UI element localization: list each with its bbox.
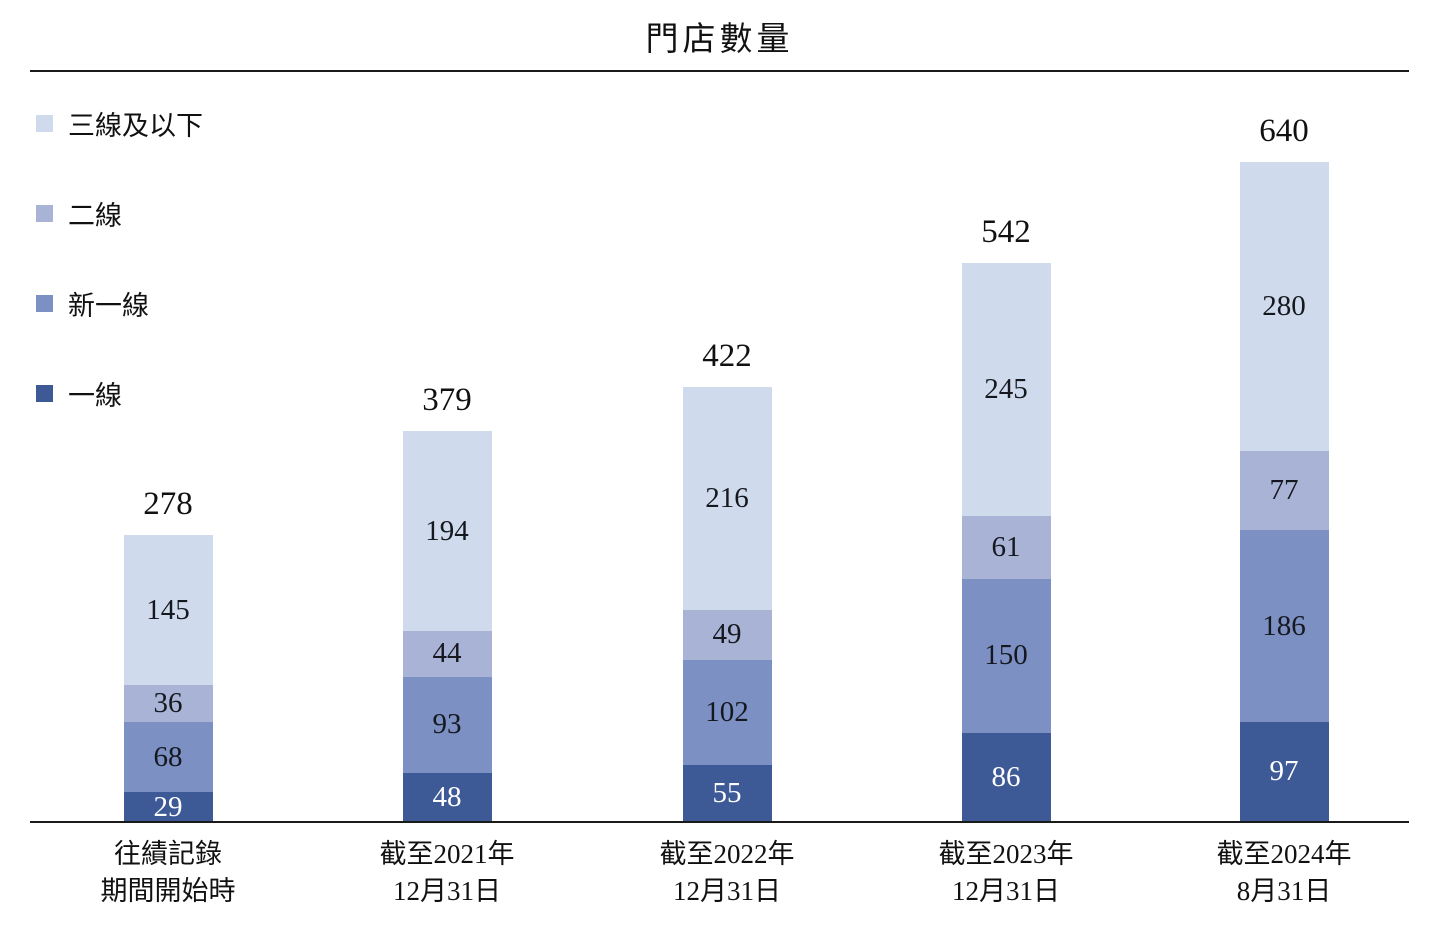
segment-value: 245 xyxy=(984,372,1028,405)
category-label-line: 截至2021年 xyxy=(379,839,515,869)
bar-total: 422 xyxy=(702,337,752,374)
segment-value: 61 xyxy=(991,530,1021,563)
bar-total: 640 xyxy=(1259,113,1309,149)
category-label-line: 12月31日 xyxy=(393,876,501,906)
legend-item: 三線及以下 xyxy=(36,104,203,143)
bar: 86 150 61 245 542 xyxy=(961,214,1051,822)
bar-segment: 216 xyxy=(682,386,772,610)
bar: 97 186 77 280 640 xyxy=(1239,113,1329,822)
bar-segment: 97 xyxy=(1239,721,1329,822)
bar-segment: 150 xyxy=(961,578,1051,734)
segment-value: 280 xyxy=(1262,289,1306,322)
segment-value: 150 xyxy=(984,639,1028,672)
bar: 55 102 49 216 422 xyxy=(682,338,772,822)
top-rule xyxy=(30,70,1409,72)
segment-value: 68 xyxy=(153,740,183,773)
bar-segment: 77 xyxy=(1239,450,1329,531)
legend: 三線及以下二線新一線一線 xyxy=(36,104,203,413)
segment-value: 186 xyxy=(1262,609,1306,642)
category-label: 截至2021年 12月31日 xyxy=(297,836,597,910)
segment-value: 44 xyxy=(432,637,462,670)
category-label: 截至2024年 8月31日 xyxy=(1134,836,1434,910)
chart-title: 門店數量 xyxy=(645,22,794,58)
bar-segment: 93 xyxy=(402,676,492,773)
segment-value: 86 xyxy=(991,761,1021,794)
legend-swatch xyxy=(36,295,53,312)
legend-swatch xyxy=(36,385,53,402)
bar-segment: 48 xyxy=(402,772,492,822)
bar-segment: 145 xyxy=(123,535,213,685)
category-label-line: 期間開始時 xyxy=(100,876,236,906)
bar: 29 68 36 145 278 xyxy=(123,486,213,822)
legend-item: 新一線 xyxy=(36,284,203,323)
segment-value: 97 xyxy=(1269,755,1299,788)
bar-segment: 49 xyxy=(682,609,772,661)
bar-segment: 86 xyxy=(961,733,1051,822)
legend-item: 二線 xyxy=(36,194,203,233)
category-label-line: 12月31日 xyxy=(673,876,781,906)
segment-value: 145 xyxy=(146,593,190,626)
bar-segment: 61 xyxy=(961,515,1051,579)
category-label: 截至2022年 12月31日 xyxy=(577,836,877,910)
bar-total: 542 xyxy=(981,214,1031,251)
segment-value: 55 xyxy=(712,777,742,810)
bar: 48 93 44 194 379 xyxy=(402,382,492,822)
segment-value: 48 xyxy=(432,780,462,813)
segment-value: 93 xyxy=(432,708,462,741)
segment-value: 216 xyxy=(705,481,749,514)
segment-value: 49 xyxy=(712,618,742,651)
bar-segment: 280 xyxy=(1239,162,1329,451)
category-label-line: 截至2024年 xyxy=(1216,839,1352,869)
legend-label: 新一線 xyxy=(68,291,149,321)
x-axis-line xyxy=(30,821,1409,823)
legend-label: 一線 xyxy=(68,381,122,411)
legend-label: 三線及以下 xyxy=(68,111,203,141)
bar-segment: 245 xyxy=(961,263,1051,516)
bar-total: 379 xyxy=(422,382,472,419)
legend-swatch xyxy=(36,115,53,132)
legend-label: 二線 xyxy=(68,201,122,231)
bar-segment: 68 xyxy=(123,721,213,793)
bar-segment: 194 xyxy=(402,431,492,632)
legend-swatch xyxy=(36,205,53,222)
bar-segment: 36 xyxy=(123,684,213,722)
category-label-line: 往績記錄 xyxy=(114,839,222,869)
category-label-line: 截至2023年 xyxy=(938,839,1074,869)
bar-segment: 29 xyxy=(123,792,213,822)
category-label-line: 8月31日 xyxy=(1236,876,1332,906)
bar-segment: 44 xyxy=(402,631,492,677)
segment-value: 102 xyxy=(705,696,749,729)
category-label: 截至2023年 12月31日 xyxy=(856,836,1156,910)
category-label: 往績記錄 期間開始時 xyxy=(18,836,318,910)
bar-segment: 186 xyxy=(1239,530,1329,722)
segment-value: 36 xyxy=(153,686,183,719)
legend-item: 一線 xyxy=(36,374,203,413)
category-label-line: 12月31日 xyxy=(952,876,1060,906)
segment-value: 29 xyxy=(153,792,183,822)
segment-value: 77 xyxy=(1269,473,1299,506)
bar-total: 278 xyxy=(143,486,193,523)
segment-value: 194 xyxy=(425,514,469,547)
bar-segment: 102 xyxy=(682,660,772,766)
category-label-line: 截至2022年 xyxy=(659,839,795,869)
bar-segment: 55 xyxy=(682,765,772,822)
